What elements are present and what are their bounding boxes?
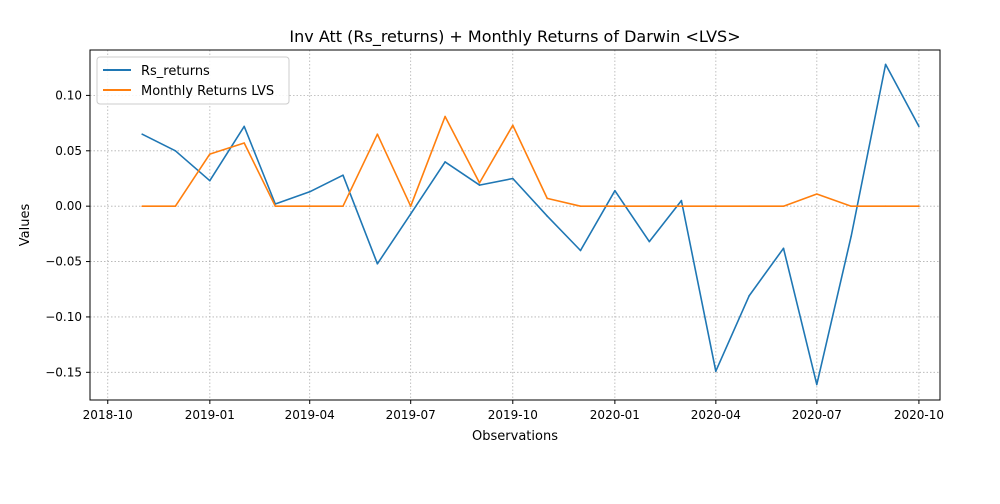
y-tick-label: −0.05 (45, 255, 82, 269)
data-point-monthly-returns-lvs (243, 142, 245, 144)
data-point-monthly-returns-lvs (614, 205, 616, 207)
grid-lines (90, 50, 940, 400)
data-point-rs-returns (141, 133, 143, 135)
legend-label-rs-returns: Rs_returns (141, 64, 210, 79)
data-point-monthly-returns-lvs (918, 205, 920, 207)
data-point-monthly-returns-lvs (478, 182, 481, 184)
data-point-monthly-returns-lvs (579, 205, 582, 207)
data-point-monthly-returns-lvs (376, 133, 379, 135)
data-point-monthly-returns-lvs (512, 124, 514, 127)
data-point-rs-returns (884, 63, 887, 66)
data-point-monthly-returns-lvs (782, 205, 785, 207)
x-tick-label: 2020-04 (691, 408, 741, 422)
data-point-monthly-returns-lvs (209, 153, 211, 155)
x-axis-ticks: 2018-10 2019-01 2019-04 2019-07 2019-10 2020-… (83, 400, 944, 422)
legend: Rs_returns Monthly Returns LVS (96, 56, 290, 105)
y-tick-label: 0.00 (55, 199, 82, 213)
y-tick-label: −0.15 (45, 365, 82, 379)
x-tick-label: 2019-01 (185, 408, 235, 422)
data-point-rs-returns (546, 215, 548, 217)
data-point-rs-returns (748, 295, 750, 297)
data-point-rs-returns (816, 383, 818, 386)
data-point-rs-returns (209, 179, 211, 182)
x-axis-label: Observations (472, 429, 558, 444)
data-point-monthly-returns-lvs (884, 205, 887, 207)
data-point-monthly-returns-lvs (308, 205, 311, 207)
data-point-monthly-returns-lvs (546, 197, 548, 200)
data-point-rs-returns (243, 125, 245, 128)
data-point-monthly-returns-lvs (680, 205, 683, 207)
y-axis-label: Values (18, 204, 33, 247)
data-point-rs-returns (680, 199, 683, 202)
data-point-rs-returns (850, 235, 852, 237)
data-point-monthly-returns-lvs (850, 205, 852, 207)
data-point-rs-returns (308, 191, 311, 193)
data-point-monthly-returns-lvs (444, 115, 446, 118)
data-point-monthly-returns-lvs (342, 205, 344, 207)
plot-frame (89, 49, 941, 401)
data-point-rs-returns (409, 213, 412, 215)
series-lines (141, 63, 920, 386)
data-point-rs-returns (614, 189, 616, 192)
data-point-rs-returns (342, 174, 344, 176)
data-point-rs-returns (478, 184, 481, 186)
data-point-rs-returns (918, 125, 920, 128)
series-line-monthly-returns-lvs (142, 115, 919, 207)
x-tick-label: 2019-07 (386, 408, 436, 422)
data-point-rs-returns (579, 249, 582, 252)
x-tick-label: 2019-04 (285, 408, 335, 422)
data-point-rs-returns (648, 240, 651, 243)
data-point-monthly-returns-lvs (715, 205, 717, 207)
data-point-rs-returns (512, 177, 514, 180)
chart-title: Inv Att (Rs_returns) + Monthly Returns o… (289, 27, 740, 47)
data-point-monthly-returns-lvs (141, 205, 143, 207)
legend-box (96, 56, 290, 105)
data-point-rs-returns (715, 370, 717, 373)
data-point-monthly-returns-lvs (174, 205, 177, 207)
data-point-monthly-returns-lvs (648, 205, 651, 207)
y-axis-ticks: −0.15 −0.10 −0.05 0.00 0.05 0.10 (45, 88, 90, 379)
y-tick-label: −0.10 (45, 310, 82, 324)
data-point-monthly-returns-lvs (748, 205, 750, 207)
y-tick-label: 0.05 (55, 144, 82, 158)
series-line-rs-returns (141, 63, 920, 386)
x-tick-label: 2019-10 (488, 408, 538, 422)
x-tick-label: 2018-10 (83, 408, 133, 422)
data-point-rs-returns (782, 247, 785, 250)
x-tick-label: 2020-10 (894, 408, 944, 422)
data-point-rs-returns (376, 263, 379, 265)
legend-label-monthly-returns-lvs: Monthly Returns LVS (141, 84, 274, 99)
x-tick-label: 2020-01 (590, 408, 640, 422)
data-point-rs-returns (444, 161, 446, 163)
y-tick-label: 0.10 (55, 88, 82, 102)
data-point-rs-returns (174, 150, 177, 152)
x-tick-label: 2020-07 (792, 408, 842, 422)
data-point-monthly-returns-lvs (816, 193, 818, 195)
data-point-monthly-returns-lvs (409, 205, 412, 207)
data-point-monthly-returns-lvs (274, 205, 277, 207)
